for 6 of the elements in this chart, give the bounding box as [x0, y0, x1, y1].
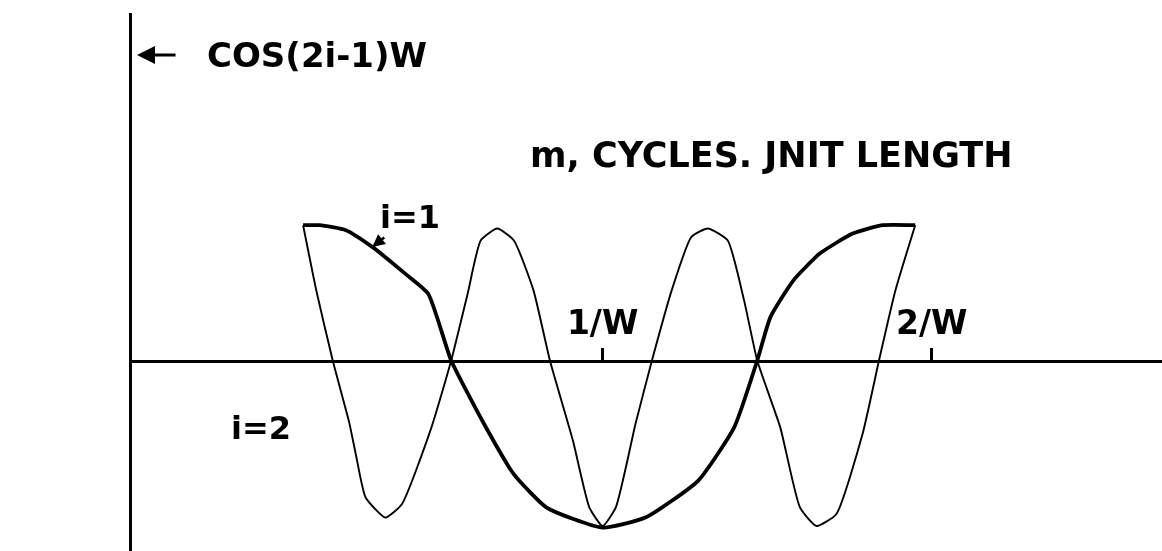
x-tick-label: 1/W [566, 303, 639, 343]
series-label: i=2 [231, 409, 292, 447]
x-axis-title: m, CYCLES. JNIT LENGTH [530, 135, 1013, 175]
y-axis-title: COS(2i-1)W [207, 35, 428, 75]
x-tick-label: 2/W [895, 303, 968, 343]
series-label: i=1 [380, 198, 441, 236]
